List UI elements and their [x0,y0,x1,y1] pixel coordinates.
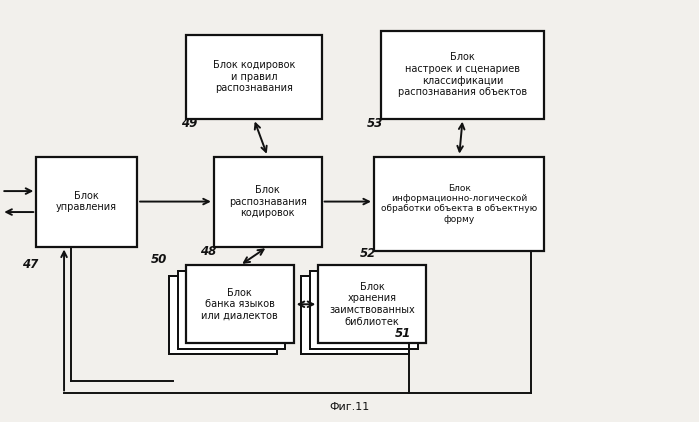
Bar [186,265,294,343]
Text: Фиг.11: Фиг.11 [329,402,370,412]
Text: Блок кодировок
и правил
распознавания: Блок кодировок и правил распознавания [212,60,295,93]
Bar [214,157,322,246]
Text: Блок
хранения
заимствованных
библиотек: Блок хранения заимствованных библиотек [329,282,415,327]
Bar [186,35,322,119]
Bar [178,271,285,349]
Bar [301,276,410,354]
Text: 53: 53 [367,117,383,130]
Text: 51: 51 [395,327,411,340]
Bar [310,271,418,349]
Text: Блок
управления: Блок управления [56,191,117,212]
Bar [318,265,426,343]
Text: 47: 47 [22,257,38,271]
Text: Блок
информационно-логической
обработки объекта в объектную
форму: Блок информационно-логической обработки … [381,184,538,224]
Bar [381,31,545,119]
Text: Блок
банка языков
или диалектов: Блок банка языков или диалектов [201,288,278,321]
Text: 50: 50 [151,253,167,266]
Bar [374,157,545,251]
Text: 48: 48 [200,245,216,258]
Text: 52: 52 [360,247,376,260]
Bar [169,276,277,354]
Text: 49: 49 [181,117,197,130]
Bar [36,157,137,246]
Text: Блок
настроек и сценариев
классификации
распознавания объектов: Блок настроек и сценариев классификации … [398,52,527,97]
Text: Блок
распознавания
кодировок: Блок распознавания кодировок [229,185,307,218]
